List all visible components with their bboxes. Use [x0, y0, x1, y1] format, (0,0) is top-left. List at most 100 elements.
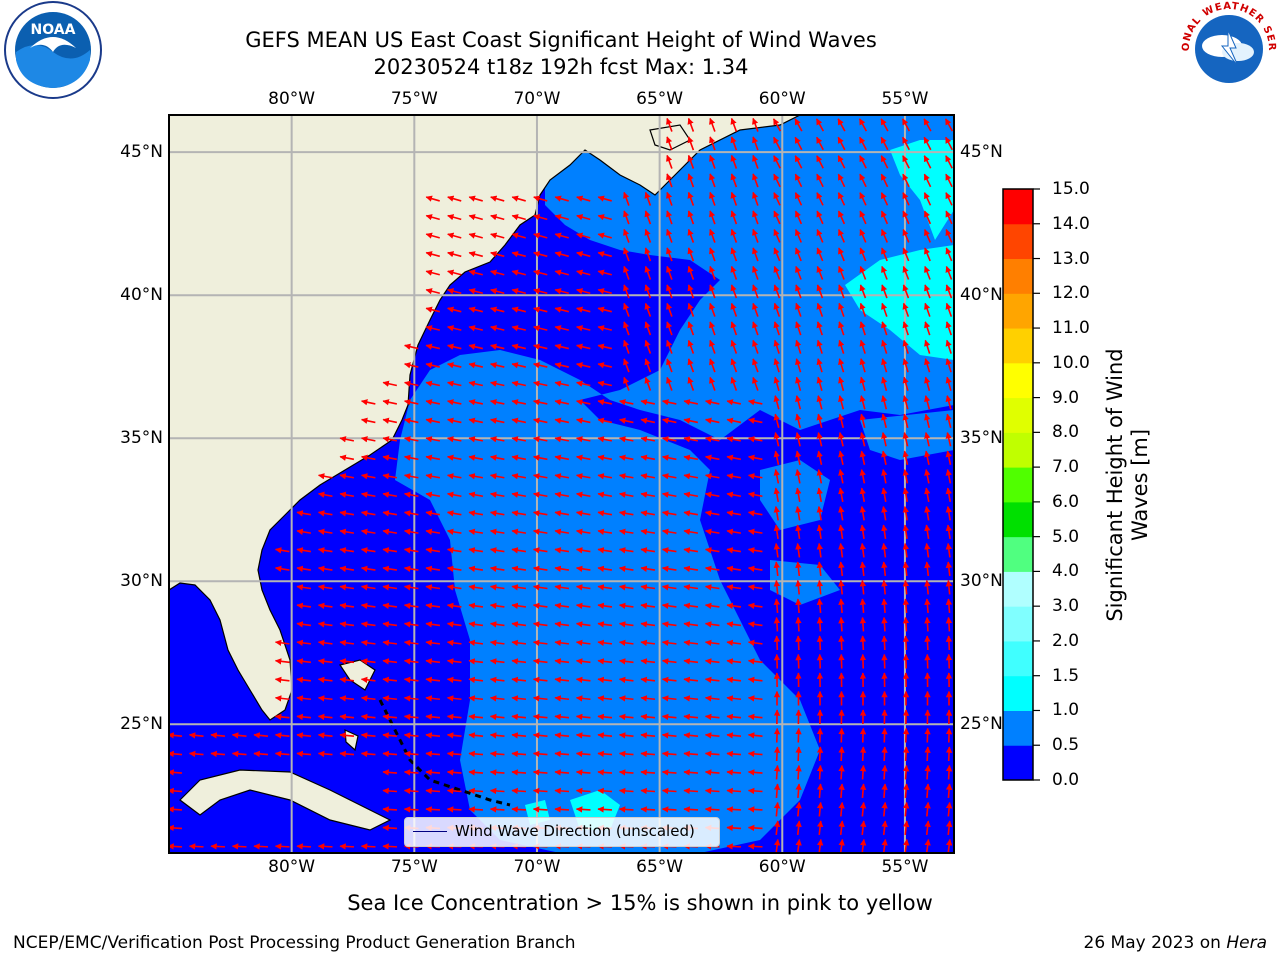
- wave-direction-arrow: [640, 436, 656, 443]
- lon-tick-bottom: 80°W: [268, 857, 316, 877]
- wave-direction-arrow: [597, 436, 613, 443]
- wave-direction-arrow: [489, 473, 505, 480]
- colorbar-label: 13.0: [1052, 248, 1090, 269]
- wave-direction-arrow: [902, 542, 910, 558]
- wave-direction-arrow: [838, 376, 845, 391]
- wave-direction-arrow: [795, 376, 802, 391]
- wave-direction-arrow: [468, 343, 483, 350]
- wave-direction-arrow: [881, 598, 888, 614]
- wave-direction-arrow: [597, 232, 612, 239]
- wave-direction-arrow: [618, 658, 634, 665]
- wave-direction-arrow: [704, 676, 720, 684]
- wave-direction-arrow: [773, 155, 781, 169]
- wave-direction-arrow: [773, 801, 781, 817]
- wave-direction-arrow: [747, 658, 763, 665]
- wave-direction-arrow: [859, 524, 866, 540]
- wave-direction-arrow: [902, 321, 909, 336]
- wave-direction-arrow: [726, 454, 742, 461]
- wave-direction-arrow: [403, 806, 419, 813]
- wave-direction-arrow: [816, 339, 823, 354]
- wave-direction-arrow: [704, 547, 720, 554]
- wave-direction-arrow: [816, 579, 824, 595]
- wave-direction-arrow: [618, 750, 634, 758]
- wave-direction-arrow: [794, 173, 803, 188]
- wave-direction-arrow: [773, 173, 781, 188]
- wave-direction-arrow: [859, 247, 867, 262]
- wave-direction-arrow: [597, 380, 613, 387]
- wave-direction-arrow: [859, 783, 867, 799]
- wave-direction-arrow: [597, 269, 612, 276]
- wave-direction-arrow: [210, 750, 226, 758]
- wave-direction-arrow: [554, 695, 570, 702]
- colorbar-band: [1003, 710, 1033, 746]
- wave-direction-arrow: [554, 639, 570, 647]
- wave-direction-arrow: [924, 302, 931, 317]
- wave-direction-arrow: [404, 436, 419, 443]
- wave-direction-arrow: [795, 228, 802, 243]
- wave-direction-arrow: [881, 265, 888, 280]
- wave-direction-arrow: [533, 251, 548, 258]
- wave-direction-arrow: [704, 584, 720, 591]
- wave-direction-arrow: [924, 487, 931, 503]
- wave-direction-arrow: [575, 491, 591, 498]
- wave-direction-arrow: [446, 510, 462, 517]
- wave-direction-arrow: [880, 192, 889, 206]
- wave-direction-arrow: [747, 454, 763, 461]
- wave-direction-arrow: [795, 339, 802, 354]
- wave-direction-arrow: [623, 210, 630, 225]
- wave-direction-arrow: [339, 621, 355, 628]
- wave-direction-arrow: [575, 602, 591, 609]
- wave-direction-arrow: [772, 118, 782, 132]
- wave-direction-arrow: [532, 639, 548, 647]
- wave-direction-arrow: [490, 269, 505, 276]
- wave-direction-arrow: [794, 210, 803, 225]
- wave-direction-arrow: [360, 658, 376, 665]
- wave-direction-arrow: [554, 713, 570, 721]
- wave-direction-arrow: [511, 510, 527, 517]
- wave-direction-arrow: [576, 417, 591, 424]
- wave-direction-arrow: [683, 732, 699, 739]
- wave-direction-arrow: [837, 136, 846, 151]
- wave-direction-arrow: [274, 750, 290, 758]
- wave-direction-arrow: [816, 598, 824, 614]
- wave-direction-arrow: [683, 658, 699, 665]
- wave-direction-arrow: [924, 284, 931, 299]
- wave-direction-arrow: [945, 487, 952, 503]
- wave-direction-arrow: [704, 787, 720, 795]
- wave-direction-arrow: [468, 325, 483, 332]
- wave-direction-arrow: [623, 247, 630, 262]
- wave-direction-arrow: [687, 191, 695, 206]
- wave-direction-arrow: [881, 838, 888, 853]
- wave-direction-arrow: [709, 321, 716, 336]
- wave-direction-arrow: [489, 658, 505, 665]
- wave-direction-arrow: [597, 769, 613, 776]
- wave-direction-arrow: [446, 547, 462, 554]
- wave-direction-arrow: [859, 210, 867, 225]
- wave-direction-arrow: [618, 787, 634, 795]
- wave-direction-arrow: [902, 173, 910, 188]
- wave-direction-arrow: [554, 232, 569, 239]
- wave-direction-arrow: [644, 247, 652, 262]
- wave-direction-arrow: [730, 376, 738, 391]
- wave-direction-arrow: [489, 732, 505, 739]
- wave-direction-arrow: [532, 713, 548, 721]
- wave-direction-arrow: [532, 732, 548, 739]
- wave-direction-arrow: [747, 676, 763, 684]
- wave-direction-arrow: [532, 584, 548, 591]
- wave-direction-arrow: [666, 339, 673, 354]
- wave-direction-arrow: [403, 732, 419, 739]
- wave-direction-arrow: [360, 750, 376, 758]
- wave-direction-arrow: [533, 325, 548, 332]
- wave-direction-arrow: [361, 436, 376, 443]
- wave-direction-arrow: [447, 343, 462, 350]
- wave-direction-arrow: [554, 750, 570, 758]
- wave-direction-arrow: [859, 136, 867, 151]
- wave-direction-arrow: [859, 542, 867, 558]
- wave-direction-arrow: [709, 117, 716, 132]
- wave-direction-arrow: [188, 732, 204, 739]
- wave-direction-arrow: [360, 584, 376, 591]
- wave-direction-arrow: [468, 473, 484, 480]
- wave-direction-arrow: [447, 214, 462, 221]
- wave-direction-arrow: [403, 713, 419, 721]
- wave-direction-arrow: [447, 399, 462, 406]
